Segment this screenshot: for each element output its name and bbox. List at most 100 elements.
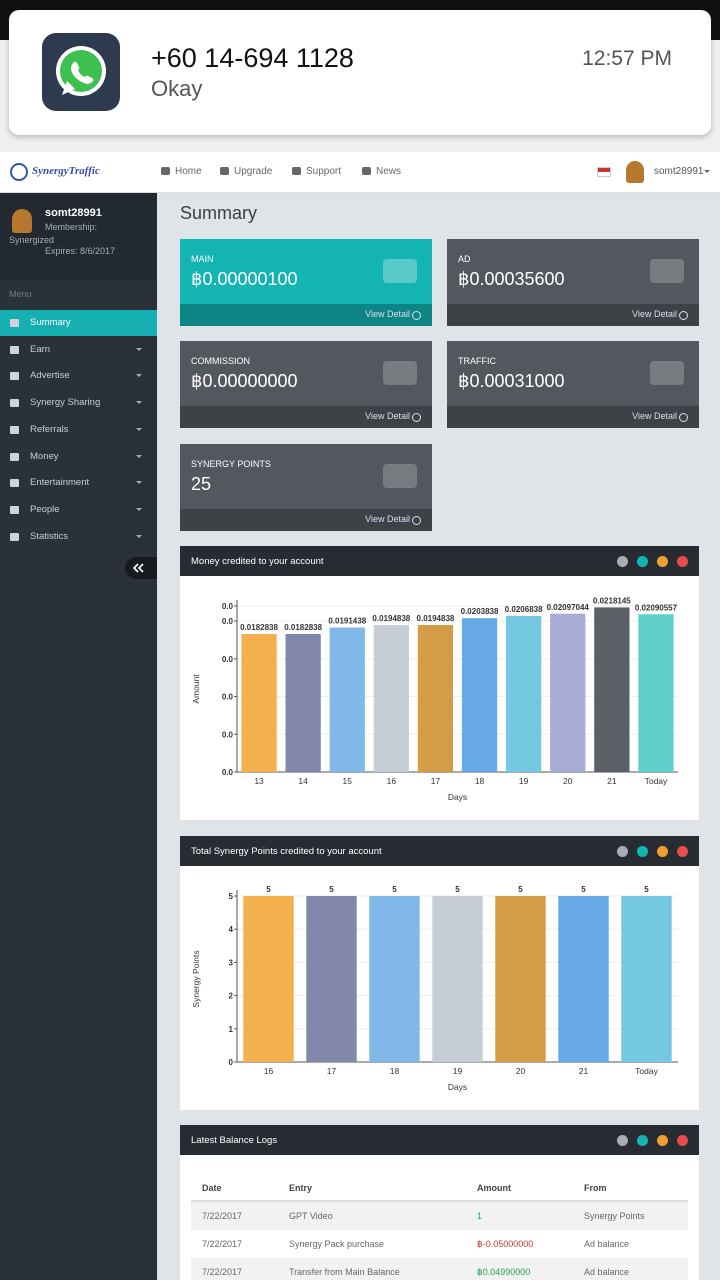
menu-icon (10, 425, 19, 434)
view-detail[interactable]: View Detail (365, 411, 410, 421)
data-label: 5 (518, 885, 523, 894)
menu-item[interactable]: Statistics (0, 524, 157, 550)
notification[interactable]: +60 14-694 1128 Okay 12:57 PM (9, 10, 711, 135)
panel-control[interactable] (677, 1135, 688, 1146)
table-cell: Synergy Points (584, 1211, 645, 1221)
y-axis-label: Amount (191, 674, 201, 704)
menu-text: Entertainment (30, 477, 90, 489)
bar (373, 624, 409, 772)
panel-control[interactable] (677, 556, 688, 567)
notification-message: Okay (151, 76, 203, 101)
detail-icon (412, 311, 421, 320)
nav-user[interactable]: somt28991 (654, 166, 704, 177)
menu-item[interactable]: Money (0, 444, 157, 470)
data-label: 0.0206838 (505, 605, 543, 614)
menu-item[interactable]: Synergy Sharing (0, 390, 157, 416)
panel-title: Money credited to your account (191, 556, 324, 567)
menu-text: Referrals (30, 423, 69, 435)
data-label: 0.02097044 (547, 603, 590, 612)
panel-control[interactable] (677, 846, 688, 857)
x-tick-label: 16 (264, 1066, 274, 1076)
panel-control[interactable] (657, 1135, 668, 1146)
menu-item[interactable]: Entertainment (0, 470, 157, 496)
data-label: 5 (644, 885, 649, 894)
x-tick-label: 20 (516, 1066, 526, 1076)
y-tick-label: 3 (229, 958, 234, 967)
panel-control[interactable] (637, 1135, 648, 1146)
menu-caret (136, 481, 142, 487)
table-cell: 1 (477, 1211, 483, 1221)
card-footer (447, 304, 699, 326)
menu-item[interactable]: Referrals (0, 417, 157, 443)
card-value: 25 (191, 474, 212, 494)
menu-icon (10, 319, 19, 327)
card-value: ฿0.00000100 (191, 269, 298, 289)
panel-control[interactable] (657, 846, 668, 857)
view-detail[interactable]: View Detail (365, 514, 410, 524)
table-row (191, 1258, 688, 1280)
caret (704, 170, 710, 176)
menu-icon (10, 505, 19, 514)
detail-icon (412, 516, 421, 525)
brand[interactable]: SynergyTraffic (32, 165, 100, 177)
table-header: Entry (289, 1183, 313, 1193)
menu-item[interactable]: Advertise (0, 363, 157, 389)
panel-control[interactable] (617, 846, 628, 857)
data-label: 0.0194838 (417, 614, 455, 623)
y-axis-label: Synergy Points (191, 950, 201, 1007)
nav-link[interactable]: News (376, 166, 402, 177)
x-axis-label: Days (448, 792, 467, 802)
panel-header (180, 1125, 699, 1155)
panel-control[interactable] (637, 556, 648, 567)
menu-caret (136, 374, 142, 380)
panel-control[interactable] (617, 556, 628, 567)
table-cell: ฿-0.05000000 (477, 1239, 534, 1249)
y-tick-label: 4 (229, 925, 234, 934)
card-footer (447, 406, 699, 428)
x-tick-label: 21 (579, 1066, 589, 1076)
menu-item[interactable]: Earn (0, 337, 157, 363)
bar (243, 896, 294, 1062)
nav-icon (161, 167, 170, 175)
x-tick-label: 21 (607, 776, 617, 786)
view-detail[interactable]: View Detail (632, 309, 677, 319)
card-value: ฿0.00000000 (191, 371, 298, 391)
nav-link[interactable]: Home (175, 166, 202, 177)
notification-title: +60 14-694 1128 (151, 43, 354, 73)
x-tick-label: 13 (254, 776, 264, 786)
bar (638, 614, 674, 772)
panel-control[interactable] (637, 846, 648, 857)
x-tick-label: 19 (519, 776, 529, 786)
profile-block (0, 193, 157, 280)
flag (597, 167, 611, 177)
panel-title: Latest Balance Logs (191, 1135, 278, 1146)
menu-item[interactable]: Summary (0, 310, 157, 336)
card-footer (180, 304, 432, 326)
x-tick-label: 17 (431, 776, 441, 786)
detail-icon (679, 311, 688, 320)
menu-icon (10, 532, 19, 541)
menu-item[interactable]: People (0, 497, 157, 523)
data-label: 0.0194838 (372, 614, 410, 623)
detail-icon (412, 413, 421, 422)
panel: Latest Balance Logs Date Entry Amount From 7/… (180, 1125, 699, 1280)
menu-icon (10, 372, 19, 381)
view-detail[interactable]: View Detail (365, 309, 410, 319)
stat-card: COMMISSION ฿0.00000000 View Detail (180, 341, 432, 428)
bar (306, 896, 357, 1062)
panel-control[interactable] (617, 1135, 628, 1146)
y-tick-label: 5 (229, 892, 234, 901)
data-label: 0.0182838 (284, 623, 322, 632)
nav-link[interactable]: Upgrade (234, 166, 273, 177)
data-label: 0.0218145 (593, 596, 631, 605)
view-detail[interactable]: View Detail (632, 411, 677, 421)
nav-link[interactable]: Support (306, 166, 342, 177)
table-cell: Transfer from Main Balance (289, 1267, 400, 1277)
x-tick-label: 16 (387, 776, 397, 786)
y-tick-label: 0.0 (222, 655, 234, 664)
table-cell: Ad balance (584, 1239, 630, 1249)
panel-control[interactable] (657, 556, 668, 567)
collapse-button[interactable] (125, 557, 157, 579)
menu-text: Summary (30, 317, 71, 328)
